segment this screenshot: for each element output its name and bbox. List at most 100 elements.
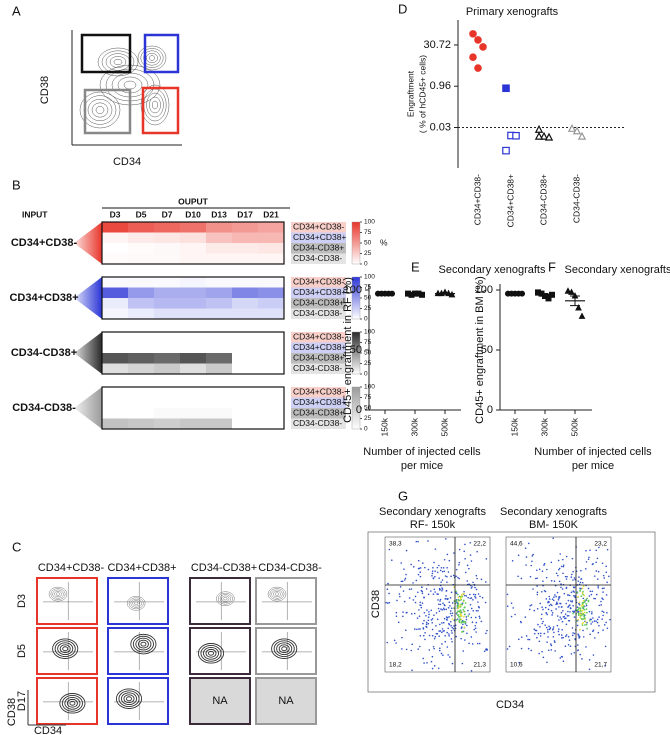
flow-plot bbox=[107, 677, 169, 725]
event-dot bbox=[569, 611, 571, 613]
column-label: D21 bbox=[263, 209, 279, 219]
event-dot bbox=[597, 585, 599, 587]
event-dot bbox=[448, 623, 451, 626]
colorbar-label: 0 bbox=[364, 261, 368, 268]
event-dot bbox=[595, 549, 597, 552]
group-frame bbox=[101, 386, 285, 430]
event-dot bbox=[425, 588, 428, 590]
flow-plot bbox=[189, 677, 251, 725]
colorbar-label: 100 bbox=[364, 329, 375, 336]
event-dot bbox=[572, 612, 574, 615]
event-dot bbox=[539, 602, 542, 605]
event-dot bbox=[418, 609, 420, 611]
flow-plot bbox=[255, 577, 317, 625]
plot-area bbox=[505, 536, 612, 673]
contour bbox=[200, 645, 222, 662]
colorbar-label: 50 bbox=[364, 405, 372, 412]
row-label: CD34+CD38+ bbox=[293, 287, 346, 297]
quadrant-value: 23,2 bbox=[594, 541, 607, 548]
event-dot bbox=[578, 601, 581, 604]
event-dot bbox=[531, 560, 533, 563]
contour bbox=[132, 635, 154, 653]
event-dot bbox=[438, 610, 441, 613]
event-dot bbox=[443, 570, 446, 573]
contour bbox=[269, 588, 285, 600]
event-dot bbox=[386, 641, 389, 644]
axis-label: CD38 bbox=[370, 590, 382, 618]
event-dot bbox=[417, 573, 420, 576]
event-dot bbox=[437, 667, 440, 670]
contour bbox=[278, 644, 290, 654]
event-dot bbox=[410, 613, 413, 615]
event-dot bbox=[560, 618, 563, 620]
event-dot bbox=[605, 571, 608, 573]
event-dot bbox=[554, 650, 556, 652]
heat-cell bbox=[180, 408, 206, 419]
point bbox=[577, 131, 587, 140]
event-dot bbox=[397, 621, 400, 624]
row-label: CD34+CD38- bbox=[293, 277, 344, 287]
event-dot bbox=[463, 606, 466, 609]
event-dot bbox=[567, 610, 569, 613]
contour bbox=[274, 592, 280, 596]
event-dot bbox=[425, 626, 428, 628]
heat-cell bbox=[206, 332, 232, 343]
event-dot bbox=[581, 592, 584, 595]
heat-cell bbox=[102, 277, 128, 288]
event-dot bbox=[536, 577, 538, 579]
event-dot bbox=[558, 580, 561, 583]
event-dot bbox=[581, 582, 584, 584]
event-dot bbox=[408, 597, 411, 599]
event-dot bbox=[465, 618, 468, 621]
contour bbox=[140, 84, 170, 126]
heat-cell bbox=[102, 353, 128, 364]
event-dot bbox=[446, 567, 448, 569]
event-dot bbox=[431, 574, 433, 577]
heat-cell bbox=[232, 308, 258, 319]
quadrant-value: 22,2 bbox=[473, 541, 486, 548]
event-dot bbox=[585, 608, 588, 611]
column-label: D17 bbox=[237, 209, 253, 219]
event-dot bbox=[525, 635, 528, 637]
axis-label: D3 bbox=[16, 594, 28, 608]
heat-cell bbox=[206, 308, 232, 319]
event-dot bbox=[416, 628, 418, 631]
event-dot bbox=[545, 626, 548, 629]
event-dot bbox=[402, 615, 404, 618]
contour bbox=[48, 586, 68, 602]
event-dot bbox=[548, 601, 550, 603]
group-frame bbox=[101, 221, 285, 265]
event-dot bbox=[536, 591, 539, 594]
contour bbox=[83, 95, 117, 125]
heat-cell bbox=[154, 308, 180, 319]
plot-subtitle: RF- 150k bbox=[410, 519, 456, 531]
row-label-bg bbox=[291, 298, 346, 309]
point bbox=[544, 132, 554, 141]
event-dot bbox=[571, 601, 573, 603]
contour bbox=[95, 106, 105, 114]
event-dot bbox=[438, 577, 440, 579]
event-dot bbox=[434, 635, 437, 638]
row-label: CD34-CD38+ bbox=[293, 298, 344, 308]
heat-cell bbox=[128, 253, 154, 264]
event-dot bbox=[393, 639, 396, 642]
event-dot bbox=[432, 577, 435, 580]
heat-cell bbox=[180, 353, 206, 364]
event-dot bbox=[440, 652, 443, 655]
heat-cell bbox=[206, 222, 232, 233]
event-dot bbox=[433, 614, 435, 616]
event-dot bbox=[544, 606, 547, 609]
event-dot bbox=[433, 665, 436, 667]
event-dot bbox=[438, 635, 440, 637]
event-dot bbox=[560, 583, 562, 585]
heat-cell bbox=[102, 253, 128, 264]
event-dot bbox=[456, 611, 458, 614]
event-dot bbox=[445, 590, 448, 592]
event-dot bbox=[405, 549, 408, 552]
colorbar-label: 75 bbox=[364, 284, 372, 291]
event-dot bbox=[588, 610, 591, 613]
event-dot bbox=[541, 606, 543, 608]
event-dot bbox=[543, 562, 546, 565]
event-dot bbox=[593, 597, 595, 600]
event-dot bbox=[430, 660, 433, 663]
